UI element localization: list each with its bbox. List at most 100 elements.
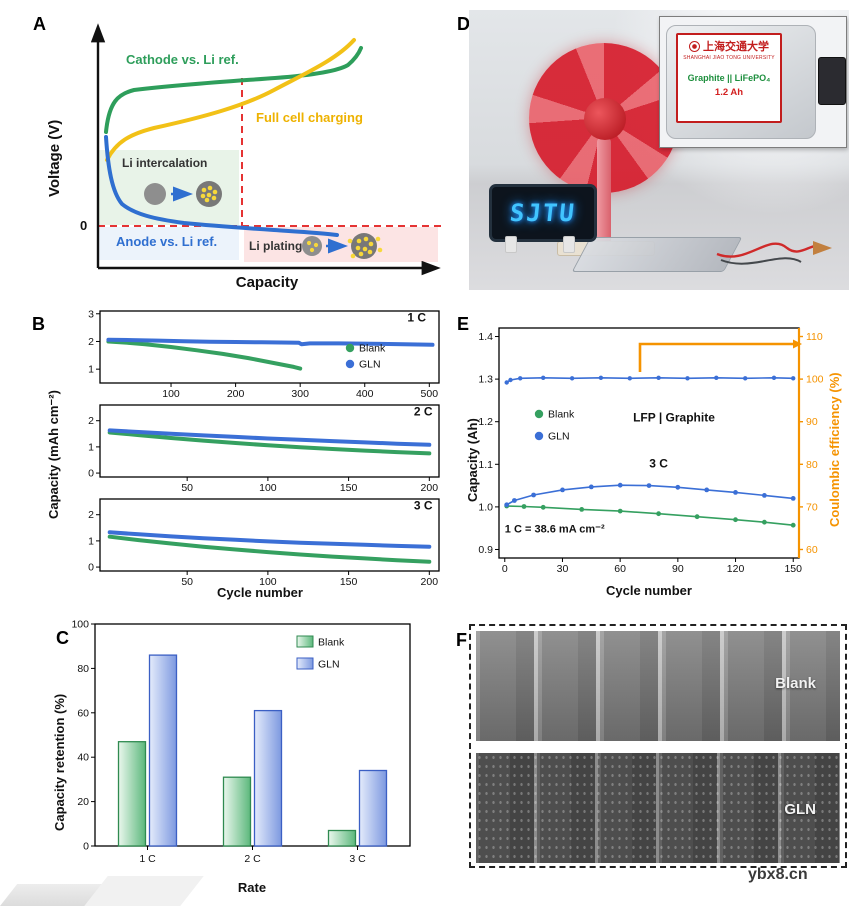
- pouch-cell: [571, 237, 743, 272]
- full-cell-curve: [105, 38, 356, 162]
- black-wire-icon: [720, 257, 802, 265]
- panel-d-label: D: [457, 14, 470, 34]
- led-text: SJTU: [508, 199, 578, 227]
- svg-text:150: 150: [784, 563, 802, 575]
- watermark: ybx8.cn: [748, 866, 808, 883]
- svg-text:1 C = 38.6 mA cm⁻²: 1 C = 38.6 mA cm⁻²: [505, 523, 605, 535]
- svg-text:90: 90: [672, 563, 684, 575]
- svg-text:100: 100: [259, 576, 277, 588]
- svg-text:GLN: GLN: [359, 359, 381, 371]
- panel-e: E Capacity (Ah) Coulombic efficiency (%)…: [455, 300, 851, 600]
- svg-text:1: 1: [88, 441, 94, 453]
- panel-a-label: A: [33, 14, 46, 34]
- svg-text:3: 3: [88, 308, 94, 320]
- graphite-particle-icon: [144, 183, 166, 205]
- svg-text:1.1: 1.1: [478, 459, 493, 471]
- inset-battery-plug: [818, 57, 846, 105]
- gln-photo-label: GLN: [784, 801, 816, 818]
- svg-text:0: 0: [88, 468, 94, 480]
- cycle-number-x-axis-label-e: Cycle number: [606, 583, 692, 598]
- svg-text:0: 0: [502, 563, 508, 575]
- svg-text:Blank: Blank: [318, 637, 345, 649]
- capacity-axis-label: Capacity: [235, 274, 299, 291]
- svg-text:1: 1: [88, 535, 94, 547]
- cathode-curve-label: Cathode vs. Li ref.: [126, 52, 239, 67]
- panel-b-label: B: [32, 314, 45, 334]
- chart-3c-svg: 50 100 150 200 0 1 2 3 C: [88, 498, 440, 588]
- svg-text:0.9: 0.9: [478, 544, 493, 556]
- led-display: SJTU: [489, 184, 597, 242]
- svg-text:200: 200: [421, 482, 439, 494]
- svg-text:LFP | Graphite: LFP | Graphite: [633, 411, 715, 425]
- svg-text:1.3: 1.3: [478, 374, 493, 386]
- panel-f-label: F: [456, 630, 467, 650]
- svg-text:20: 20: [77, 796, 89, 808]
- svg-text:30: 30: [557, 563, 569, 575]
- alligator-clip-icon: [813, 241, 832, 255]
- university-name: 上海交通大学: [703, 41, 769, 53]
- svg-text:Blank: Blank: [359, 343, 386, 355]
- svg-text:150: 150: [340, 482, 358, 494]
- svg-text:40: 40: [77, 752, 89, 764]
- svg-text:60: 60: [806, 544, 818, 556]
- fan-hub-icon: [584, 98, 626, 140]
- svg-text:0: 0: [83, 841, 89, 853]
- svg-text:110: 110: [806, 331, 823, 343]
- cell-chemistry-label: Graphite || LiFePO₄: [687, 73, 771, 83]
- plating-start-particle-icon: [302, 236, 322, 256]
- svg-text:100: 100: [71, 619, 89, 631]
- svg-text:2: 2: [88, 415, 94, 427]
- svg-text:100: 100: [259, 482, 277, 494]
- cathode-curve: [104, 46, 363, 134]
- fan-demo-photo: SJTU 上海交通大学 SHANGHAI JIAO TONG UNIVERSIT…: [469, 10, 849, 290]
- gln-electrode-photo: GLN: [476, 753, 840, 863]
- svg-text:200: 200: [227, 388, 245, 400]
- anode-curve-label: Anode vs. Li ref.: [116, 234, 218, 249]
- svg-text:GLN: GLN: [318, 659, 340, 671]
- li-plating-label: Li plating: [249, 239, 303, 253]
- cycle-number-x-axis-label: Cycle number: [217, 585, 303, 600]
- svg-text:GLN: GLN: [548, 431, 570, 443]
- svg-text:1 C: 1 C: [407, 311, 426, 325]
- inset-label-card: 上海交通大学 SHANGHAI JIAO TONG UNIVERSITY Gra…: [676, 33, 782, 123]
- svg-text:120: 120: [727, 563, 745, 575]
- svg-text:3 C: 3 C: [414, 499, 433, 513]
- svg-text:0: 0: [88, 562, 94, 574]
- fan-stand: [597, 138, 611, 244]
- university-seal-icon: [689, 40, 700, 52]
- intercalated-particle-icon: [196, 181, 222, 207]
- university-subtitle: SHANGHAI JIAO TONG UNIVERSITY: [683, 55, 775, 61]
- svg-text:200: 200: [421, 576, 439, 588]
- panel-f: F Blank GLN: [455, 612, 851, 882]
- battery-inset: 上海交通大学 SHANGHAI JIAO TONG UNIVERSITY Gra…: [659, 16, 847, 148]
- svg-text:60: 60: [614, 563, 626, 575]
- svg-text:80: 80: [77, 663, 89, 675]
- led-leg-left: [505, 236, 517, 253]
- led-leg-right: [563, 236, 575, 253]
- svg-text:2 C: 2 C: [244, 853, 261, 865]
- panel-e-label: E: [457, 314, 470, 334]
- chart-2c-svg: 50 100 150 200 0 1 2 2 C: [88, 404, 440, 494]
- svg-text:100: 100: [806, 374, 824, 386]
- svg-text:50: 50: [181, 482, 193, 494]
- panel-a: A: [30, 8, 455, 300]
- svg-text:500: 500: [421, 388, 439, 400]
- voltage-axis-label: Voltage (V): [46, 119, 63, 197]
- anode-curve: [104, 135, 339, 237]
- capacity-y-axis-label: Capacity (mAh cm⁻²): [46, 390, 61, 520]
- rate-x-axis-label: Rate: [237, 880, 267, 895]
- svg-text:100: 100: [162, 388, 180, 400]
- svg-text:2: 2: [88, 336, 94, 348]
- anode-region: [99, 227, 239, 260]
- svg-text:60: 60: [77, 707, 89, 719]
- cell-capacity-label: 1.2 Ah: [714, 87, 744, 98]
- svg-text:1.0: 1.0: [478, 501, 493, 513]
- blank-photo-label: Blank: [775, 675, 816, 692]
- panel-d: D SJTU 上海交通大学: [455, 8, 851, 300]
- svg-text:1.4: 1.4: [478, 331, 493, 343]
- svg-text:3 C: 3 C: [649, 457, 668, 471]
- svg-text:90: 90: [806, 416, 818, 428]
- electrode-photos-box: Blank GLN: [469, 624, 847, 868]
- panel-c-label: C: [56, 628, 69, 648]
